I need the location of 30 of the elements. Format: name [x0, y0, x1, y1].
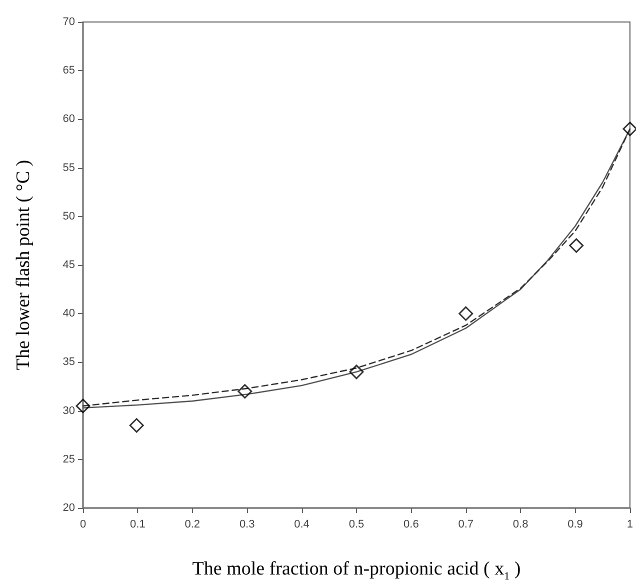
x-tick-label: 0.7	[458, 518, 474, 530]
y-tick-label: 70	[62, 16, 75, 28]
point	[238, 384, 252, 399]
y-tick-label: 20	[62, 502, 75, 514]
x-tick-label: 0	[80, 518, 86, 530]
x-tick-label: 0.4	[294, 518, 310, 530]
y-axis-title: The lower flash point ( °C )	[13, 160, 34, 370]
y-tick-label: 60	[62, 113, 75, 126]
point	[458, 306, 474, 321]
y-tick-label: 55	[62, 162, 75, 174]
x-tick-label: 0.2	[184, 518, 200, 530]
y-tick-label: 65	[62, 64, 75, 77]
y-tick-label: 50	[62, 210, 75, 222]
y-tick-label: 30	[62, 404, 75, 417]
x-tick-label: 0.1	[130, 518, 146, 530]
point	[349, 364, 364, 380]
y-tick-label: 35	[62, 356, 75, 368]
x-tick-label: 0.9	[568, 518, 583, 530]
y-tick-label: 45	[62, 259, 75, 271]
x-tick-label: 1	[626, 518, 634, 530]
point	[129, 418, 144, 433]
point	[569, 238, 584, 253]
y-tick-label: 40	[62, 308, 75, 320]
point	[76, 398, 90, 414]
x-tick-label: 0.5	[348, 518, 364, 530]
x-tick-label: 0.3	[239, 518, 255, 530]
x-tick-label: 0.8	[512, 518, 528, 530]
point	[622, 122, 636, 136]
y-tick-label: 25	[62, 453, 75, 466]
x-tick-label: 0.6	[404, 518, 419, 530]
